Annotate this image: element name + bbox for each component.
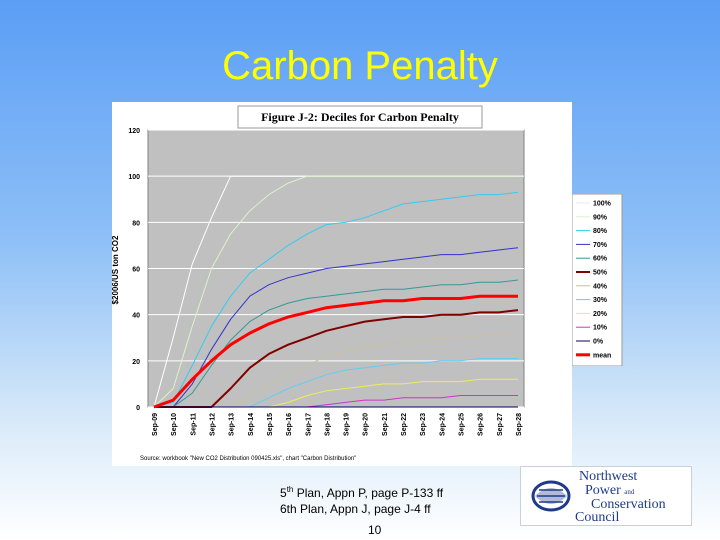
series-line-90pct — [153, 175, 518, 408]
ref-superscript: th — [286, 485, 294, 494]
reference-line-2: 6th Plan, Appn J, page J-4 ff — [280, 502, 431, 516]
council-logo: Northwest Power and Conservation Council — [520, 466, 692, 526]
x-tick-label: Sep-09 — [152, 413, 159, 436]
series-line-mean — [153, 294, 518, 409]
x-tick-label: Sep-26 — [478, 413, 485, 436]
x-tick-label: Sep-25 — [459, 413, 466, 436]
y-tick-label: 20 — [132, 359, 140, 366]
y-tick-label: 0 — [136, 405, 140, 412]
legend-label: 100% — [593, 201, 612, 208]
logo-line-1: Northwest — [579, 469, 638, 484]
x-tick-label: Sep-27 — [497, 413, 504, 436]
y-tick-label: 40 — [132, 313, 140, 320]
decile-chart: Figure J-2: Deciles for Carbon Penalty 0… — [112, 105, 525, 462]
globe-icon — [531, 480, 571, 512]
legend-label: 70% — [593, 242, 608, 249]
x-tick-label: Sep-12 — [209, 413, 216, 436]
source-note: Source: workbook "New CO2 Distribution 0… — [140, 456, 356, 462]
legend-box — [572, 194, 623, 366]
y-tick-label: 100 — [128, 174, 140, 181]
x-tick-label: Sep-16 — [286, 413, 293, 436]
slide-title: Carbon Penalty — [222, 44, 498, 88]
legend-label: 20% — [593, 311, 608, 318]
logo-power: Power — [585, 483, 621, 498]
page-number: 10 — [368, 523, 382, 537]
x-tick-label: Sep-13 — [229, 413, 236, 436]
y-tick-label: 80 — [132, 220, 140, 227]
legend-label: 80% — [593, 228, 608, 235]
logo-line-2: Power and — [585, 483, 634, 499]
logo-line-4: Council — [575, 510, 620, 525]
chart-title: Figure J-2: Deciles for Carbon Penalty — [261, 110, 459, 124]
legend: 100% 90% 80% 70% 60% 50% 40% 30% 20% 10% 0% mean — [572, 194, 623, 366]
x-tick-label: Sep-14 — [248, 413, 255, 436]
y-tick-label: 120 — [128, 128, 140, 135]
x-tick-label: Sep-18 — [324, 413, 331, 436]
legend-label: 50% — [593, 270, 608, 277]
x-tick-label: Sep-11 — [190, 413, 197, 436]
chart-frame: Figure J-2: Deciles for Carbon Penalty 0… — [112, 102, 572, 466]
legend-label: 90% — [593, 214, 608, 221]
legend-label: 10% — [593, 325, 608, 332]
x-tick-label: Sep-10 — [171, 413, 178, 436]
x-tick-label: Sep-20 — [363, 413, 370, 436]
x-tick-label: Sep-28 — [516, 413, 523, 436]
series-line-80pct — [153, 191, 519, 408]
legend-label: mean — [593, 352, 611, 359]
series-line-50pct — [154, 309, 519, 408]
x-tick-label: Sep-22 — [401, 413, 408, 436]
x-tick-label: Sep-17 — [305, 413, 312, 436]
x-tick-label: Sep-21 — [382, 413, 389, 436]
y-tick-label: 60 — [132, 267, 140, 274]
x-tick-label: Sep-23 — [420, 413, 427, 436]
y-axis-label: $2006/US ton CO2 — [112, 235, 120, 304]
series-line-60pct — [154, 279, 519, 408]
legend-label: 0% — [593, 339, 604, 346]
series-line-70pct — [154, 247, 519, 408]
chart-title-box — [237, 105, 483, 129]
x-tick-label: Sep-19 — [344, 413, 351, 436]
plan-references: 5th Plan, Appn P, page P-133 ff 6th Plan… — [280, 482, 443, 517]
ref-prefix: 5 — [280, 486, 287, 500]
x-tick-label: Sep-24 — [439, 413, 446, 436]
reference-line-1: 5th Plan, Appn P, page P-133 ff — [280, 482, 443, 501]
legend-label: 40% — [593, 283, 608, 290]
logo-and: and — [624, 488, 635, 496]
logo-line-3: Conservation — [591, 497, 666, 512]
x-tick-label: Sep-15 — [267, 413, 274, 436]
ref-rest: Plan, Appn P, page P-133 ff — [293, 486, 444, 500]
legend-label: 60% — [593, 256, 608, 263]
legend-label: 30% — [593, 297, 608, 304]
